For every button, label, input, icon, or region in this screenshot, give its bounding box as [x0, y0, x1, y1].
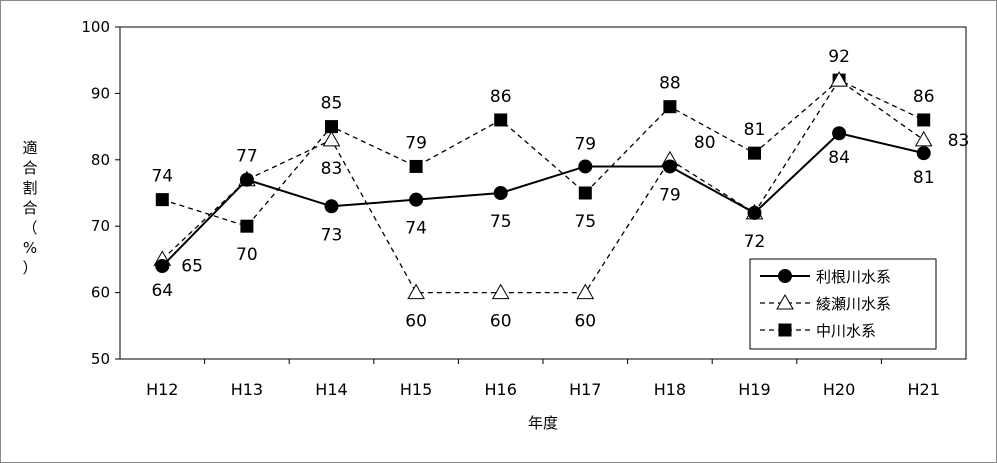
data-point: [491, 283, 510, 300]
data-label: 65: [181, 256, 203, 276]
data-label: 80: [694, 133, 716, 153]
data-label: 74: [151, 167, 173, 187]
data-label: 64: [151, 281, 173, 301]
data-point: [155, 193, 169, 207]
data-point: [917, 113, 931, 127]
data-label: 79: [405, 133, 427, 153]
axes: 50 60 70 80 90 100 H12 H13 H14 H15 H16 H17 H18 H19 H20…: [81, 18, 967, 399]
data-label: 81: [744, 120, 766, 140]
x-tick-label: H14: [315, 380, 347, 399]
data-label: 84: [828, 148, 850, 168]
legend-marker: [776, 293, 794, 310]
y-tick-label: 60: [91, 284, 110, 302]
series-layer: [153, 71, 933, 300]
series-line: [162, 79, 924, 227]
data-label: 92: [828, 47, 850, 67]
data-label: 83: [321, 159, 343, 179]
data-point: [662, 159, 677, 174]
data-label: 81: [913, 168, 935, 188]
y-axis-title-char: （: [22, 219, 37, 237]
data-label: 60: [405, 312, 427, 332]
x-tick-label: H19: [738, 380, 770, 399]
y-axis-title-char: 割: [22, 179, 37, 197]
data-label: 88: [659, 74, 681, 94]
data-label: 74: [405, 219, 427, 239]
x-tick-label: H16: [485, 380, 517, 399]
y-tick-label: 50: [91, 350, 110, 368]
data-point: [239, 172, 254, 187]
x-tick-label: H13: [231, 380, 263, 399]
data-label: 79: [659, 185, 681, 205]
data-point: [748, 146, 761, 160]
legend-marker: [778, 323, 792, 337]
x-tick-label: H20: [823, 380, 855, 399]
data-point: [578, 186, 592, 200]
data-labels: 64 77 73 74 75 79 79 84 81 65 83 60 60 60 80 72 83 74 70 85…: [151, 47, 969, 331]
data-label: 73: [321, 225, 343, 245]
data-point: [916, 146, 931, 161]
data-label: 75: [574, 212, 596, 232]
data-label: 60: [574, 312, 596, 332]
data-point: [578, 159, 593, 174]
y-tick-label: 70: [91, 217, 110, 235]
data-label: 85: [321, 94, 343, 114]
data-point: [407, 283, 425, 300]
data-point: [576, 283, 595, 300]
y-axis-title: 適合割合（%）: [22, 139, 37, 277]
y-tick-label: 100: [81, 18, 110, 36]
data-label: 86: [913, 87, 935, 107]
data-point: [914, 130, 933, 147]
y-axis-title-char: %: [23, 239, 37, 257]
data-point: [325, 120, 338, 134]
data-label: 79: [574, 134, 596, 154]
legend-label: 綾瀬川水系: [816, 295, 891, 313]
legend-label: 中川水系: [816, 322, 876, 340]
data-point: [409, 159, 423, 173]
x-tick-label: H18: [654, 380, 686, 399]
legend-item-2: 綾瀬川水系: [760, 293, 891, 313]
data-point: [409, 192, 424, 207]
series-1: [155, 126, 931, 274]
series-3: [155, 73, 931, 233]
legend-marker: [778, 269, 792, 283]
x-tick-label: H21: [908, 380, 940, 399]
x-axis-title: 年度: [528, 414, 558, 432]
data-label: 83: [948, 131, 970, 151]
data-point: [830, 71, 848, 87]
data-point: [155, 259, 170, 274]
data-point: [322, 130, 341, 147]
data-label: 75: [490, 212, 512, 232]
legend-item-1: 利根川水系: [760, 268, 891, 286]
data-point: [494, 113, 508, 127]
x-tick-label: H17: [569, 380, 601, 399]
series-2: [153, 71, 933, 300]
series-line: [161, 79, 925, 294]
y-axis-title-char: 合: [22, 159, 37, 177]
y-tick-label: 90: [91, 84, 110, 102]
data-label: 72: [744, 232, 766, 252]
data-label: 77: [236, 147, 258, 167]
y-tick-label: 80: [91, 151, 110, 169]
data-label: 70: [236, 245, 258, 265]
legend-label: 利根川水系: [816, 268, 891, 286]
x-tick-label: H12: [146, 380, 178, 399]
y-axis-title-char: 適: [22, 139, 37, 157]
data-point: [832, 126, 847, 141]
data-point: [663, 100, 677, 114]
data-label: 60: [490, 312, 512, 332]
data-point: [493, 186, 508, 200]
data-point: [747, 205, 762, 220]
y-axis-title-char: ）: [22, 259, 37, 277]
series-line: [161, 132, 924, 267]
legend-item-3: 中川水系: [760, 322, 876, 340]
y-axis-title-char: 合: [22, 199, 37, 217]
data-point: [240, 219, 254, 233]
data-point: [324, 199, 339, 214]
x-tick-label: H15: [400, 380, 432, 399]
data-label: 86: [490, 87, 512, 107]
